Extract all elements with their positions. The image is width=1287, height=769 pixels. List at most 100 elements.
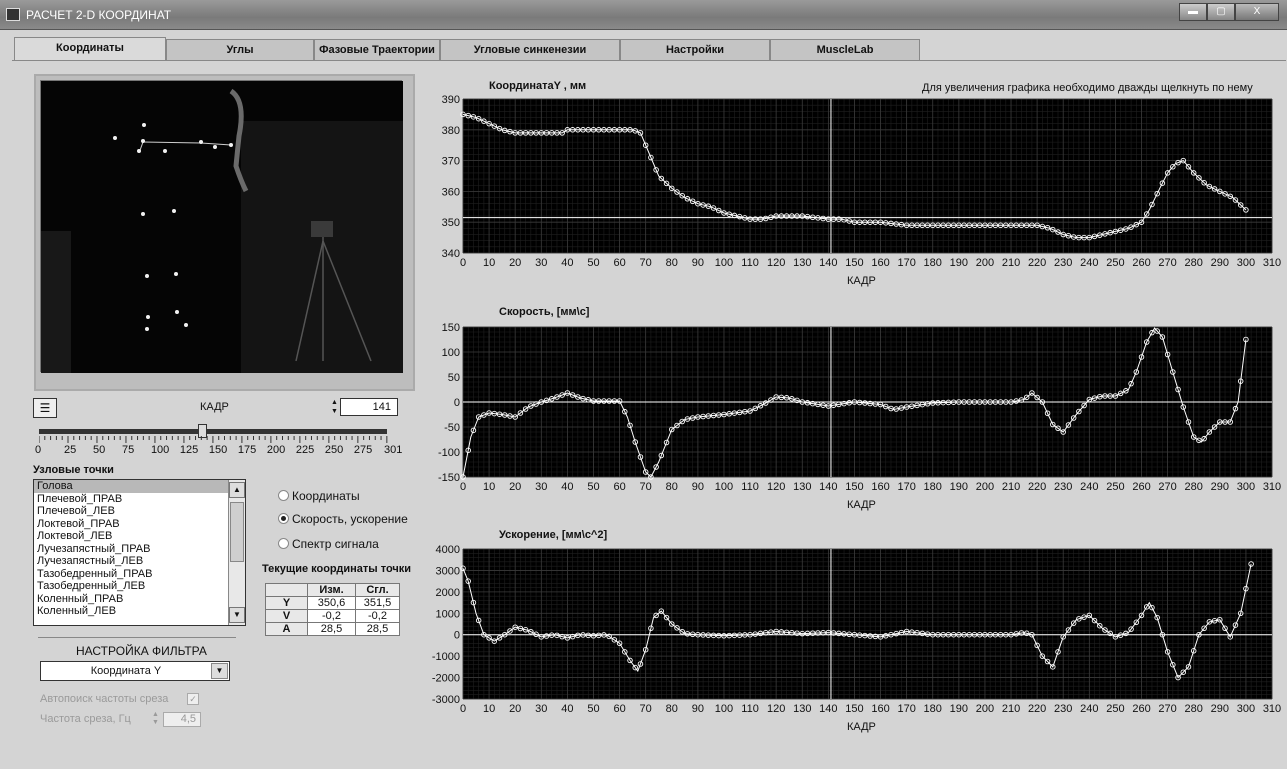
- data-point: [533, 631, 539, 638]
- nodes-list[interactable]: Голова Плечевой_ПРАВ Плечевой_ЛЕВ Локтевой_…: [33, 479, 246, 626]
- data-point: [637, 130, 644, 136]
- data-point: [1248, 561, 1254, 567]
- list-item[interactable]: Голова: [34, 480, 245, 493]
- frame-spinner[interactable]: ▲ ▼: [331, 399, 338, 415]
- scroll-down-icon[interactable]: ▼: [229, 607, 245, 623]
- scroll-up-icon[interactable]: ▲: [229, 482, 245, 498]
- x-tick-label: 230: [1054, 257, 1072, 269]
- tab-angular-synkinesis[interactable]: Угловые синкенезии: [440, 39, 620, 61]
- table-row: Y 350,6 351,5: [265, 596, 400, 610]
- data-point: [1065, 233, 1072, 239]
- data-point: [622, 649, 628, 655]
- list-item[interactable]: Коленный_ПРАВ: [37, 592, 124, 605]
- data-point: [564, 635, 571, 641]
- table-header: Изм.: [307, 583, 356, 597]
- list-item[interactable]: Плечевой_ЛЕВ: [37, 505, 115, 517]
- tab-phase-trajectories[interactable]: Фазовые Траектории: [314, 39, 440, 61]
- slider-thumb[interactable]: [198, 424, 208, 438]
- data-point: [465, 447, 471, 454]
- list-item[interactable]: Локтевой_ЛЕВ: [37, 530, 113, 542]
- frame-number-input[interactable]: 141: [340, 398, 398, 416]
- list-item[interactable]: Коленный_ЛЕВ: [37, 605, 117, 617]
- autosearch-checkbox[interactable]: ✓: [187, 693, 199, 705]
- data-point: [637, 454, 644, 460]
- radio-velocity-acceleration[interactable]: Скорость, ускорение: [278, 512, 408, 526]
- tab-settings[interactable]: Настройки: [620, 39, 770, 61]
- data-point: [1159, 334, 1166, 340]
- x-tick-label: 120: [767, 257, 785, 269]
- data-point: [569, 127, 576, 133]
- data-point: [1206, 429, 1213, 435]
- data-point: [872, 633, 879, 640]
- x-tick-label: 310: [1263, 703, 1281, 715]
- velocity-chart[interactable]: 0 10 20 30 40 50 60 70 80 90 100 110 120 130 140 150 160…: [420, 322, 1281, 499]
- x-tick-label: 290: [1211, 257, 1229, 269]
- data-point: [1149, 604, 1155, 611]
- close-button[interactable]: X: [1235, 3, 1279, 21]
- maximize-button[interactable]: ▢: [1207, 3, 1235, 21]
- freq-input[interactable]: 4,5: [163, 712, 201, 727]
- radio-dot: [278, 538, 289, 549]
- x-tick-label: 40: [561, 703, 573, 715]
- list-item[interactable]: Лучезапястный_ЛЕВ: [37, 555, 144, 567]
- data-point: [1013, 631, 1020, 637]
- chevron-down-icon[interactable]: ▼: [211, 663, 228, 679]
- radio-coordinates[interactable]: Координаты: [278, 489, 360, 503]
- list-view-button[interactable]: ☰: [33, 398, 57, 418]
- data-point: [982, 631, 988, 638]
- minimize-button[interactable]: ▬: [1179, 3, 1207, 21]
- marker-point: [141, 212, 145, 216]
- data-point: [815, 630, 821, 636]
- position-chart[interactable]: 0 10 20 30 40 50 60 70 80 90 100 110 120 130 140 150 160…: [420, 94, 1282, 275]
- data-point: [1023, 394, 1030, 401]
- x-tick-label: 140: [819, 481, 837, 493]
- scroll-thumb[interactable]: [230, 502, 244, 562]
- data-point: [836, 630, 842, 637]
- data-point: [1050, 421, 1056, 428]
- data-point: [909, 403, 915, 409]
- list-item[interactable]: Тазобедренный_ПРАВ: [37, 567, 153, 580]
- data-point: [517, 625, 524, 632]
- x-tick-label: 300: [1237, 481, 1255, 493]
- y-tick-label: 4000: [436, 544, 460, 556]
- y-tick-label: -2000: [432, 673, 460, 685]
- y-tick-label: -150: [438, 472, 460, 484]
- data-point: [1117, 632, 1124, 638]
- filter-combo[interactable]: Координата Y ▼: [40, 661, 230, 681]
- tab-coordinates[interactable]: Координаты: [14, 37, 166, 61]
- data-point: [1133, 221, 1140, 228]
- list-scrollbar[interactable]: ▲ ▼: [228, 480, 245, 625]
- data-point: [1034, 394, 1040, 401]
- video-view[interactable]: [40, 80, 403, 373]
- frame-slider[interactable]: [33, 424, 395, 438]
- data-point: [695, 631, 701, 638]
- acceleration-chart[interactable]: 0 10 20 30 40 50 60 70 80 90 100 110 120 130 140 150 160…: [420, 544, 1281, 721]
- list-item[interactable]: Тазобедренный_ЛЕВ: [37, 580, 146, 592]
- data-point: [611, 127, 618, 133]
- data-point: [997, 222, 1004, 229]
- data-point: [757, 403, 764, 409]
- data-point: [799, 399, 806, 405]
- tab-divider: [12, 60, 1286, 61]
- data-point: [1185, 664, 1192, 670]
- data-point: [705, 413, 712, 419]
- freq-spinner[interactable]: ▲ ▼: [152, 711, 159, 726]
- data-point: [465, 112, 471, 119]
- radio-label: Спектр сигнала: [292, 537, 379, 551]
- radio-spectrum[interactable]: Спектр сигнала: [278, 537, 379, 551]
- data-point: [486, 635, 492, 641]
- data-point: [919, 222, 926, 229]
- data-point: [862, 400, 868, 406]
- list-item[interactable]: Плечевой_ПРАВ: [37, 492, 123, 505]
- data-point: [1243, 207, 1249, 213]
- slider-tick-label: 200: [266, 444, 286, 456]
- data-point: [512, 130, 518, 136]
- data-point: [601, 398, 607, 404]
- x-tick-label: 210: [1002, 703, 1020, 715]
- list-item[interactable]: Локтевой_ПРАВ: [37, 517, 120, 530]
- list-item[interactable]: Лучезапястный_ПРАВ: [37, 542, 151, 555]
- tab-musclelab[interactable]: MuscleLab: [770, 39, 920, 61]
- data-point: [950, 222, 957, 229]
- tab-angles[interactable]: Углы: [166, 39, 314, 61]
- data-point: [642, 142, 649, 148]
